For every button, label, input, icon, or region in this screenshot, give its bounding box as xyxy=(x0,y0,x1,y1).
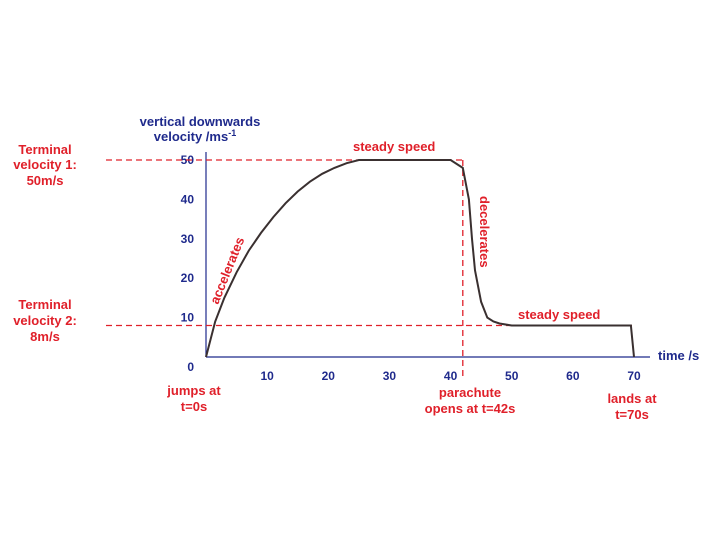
y-tick-label-20: 20 xyxy=(181,271,195,285)
x-tick-label-20: 20 xyxy=(322,369,336,383)
steady-speed-2-label: steady speed xyxy=(518,307,600,322)
terminal-velocity-1-line2: velocity 1: xyxy=(13,157,77,172)
y-tick-label-40: 40 xyxy=(181,192,195,206)
x-tick-label-10: 10 xyxy=(260,369,274,383)
parachute-label-line2: opens at t=42s xyxy=(425,401,516,416)
x-tick-label-70: 70 xyxy=(627,369,641,383)
jumps-label-line1: jumps at xyxy=(166,383,221,398)
y-tick-label-30: 30 xyxy=(181,232,195,246)
y-tick-label-10: 10 xyxy=(181,311,195,325)
steady-speed-1-label: steady speed xyxy=(353,139,435,154)
jumps-label-line2: t=0s xyxy=(181,399,207,414)
terminal-velocity-1-line1: Terminal xyxy=(18,142,71,157)
x-tick-label-30: 30 xyxy=(383,369,397,383)
lands-label-line2: t=70s xyxy=(615,407,649,422)
y-tick-label-0: 0 xyxy=(187,360,194,374)
x-tick-label-60: 60 xyxy=(566,369,580,383)
x-axis-title: time /s xyxy=(658,348,699,363)
decelerates-label: decelerates xyxy=(477,196,492,268)
y-axis-title-line1: vertical downwards xyxy=(140,114,261,129)
lands-label-line1: lands at xyxy=(607,391,657,406)
terminal-velocity-2-line3: 8m/s xyxy=(30,329,60,344)
x-tick-label-50: 50 xyxy=(505,369,519,383)
x-tick-label-40: 40 xyxy=(444,369,458,383)
parachute-label-line1: parachute xyxy=(439,385,501,400)
terminal-velocity-2-line2: velocity 2: xyxy=(13,313,77,328)
velocity-curve xyxy=(205,159,635,358)
terminal-velocity-1-line3: 50m/s xyxy=(27,173,64,188)
accelerates-label: accelerates xyxy=(207,235,247,306)
y-axis-title-line2: velocity /ms-1 xyxy=(154,128,236,144)
terminal-velocity-2-line1: Terminal xyxy=(18,297,71,312)
